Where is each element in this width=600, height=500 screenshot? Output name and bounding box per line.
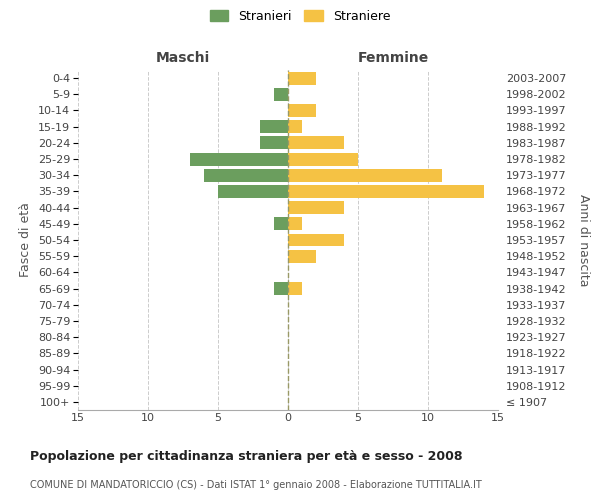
Legend: Stranieri, Straniere: Stranieri, Straniere — [206, 6, 394, 26]
Text: Maschi: Maschi — [156, 51, 210, 65]
Bar — [288, 234, 344, 246]
Text: Femmine: Femmine — [358, 51, 428, 65]
Bar — [288, 201, 344, 214]
Bar — [274, 218, 288, 230]
Bar — [288, 250, 316, 262]
Bar — [288, 169, 442, 181]
Y-axis label: Anni di nascita: Anni di nascita — [577, 194, 590, 286]
Bar — [274, 88, 288, 101]
Bar — [288, 185, 484, 198]
Bar — [288, 136, 344, 149]
Bar — [274, 282, 288, 295]
Bar — [218, 185, 288, 198]
Bar — [204, 169, 288, 181]
Text: COMUNE DI MANDATORICCIO (CS) - Dati ISTAT 1° gennaio 2008 - Elaborazione TUTTITA: COMUNE DI MANDATORICCIO (CS) - Dati ISTA… — [30, 480, 482, 490]
Bar — [288, 104, 316, 117]
Bar — [190, 152, 288, 166]
Y-axis label: Fasce di età: Fasce di età — [19, 202, 32, 278]
Bar — [288, 120, 302, 133]
Bar — [288, 282, 302, 295]
Bar — [260, 136, 288, 149]
Bar — [260, 120, 288, 133]
Text: Popolazione per cittadinanza straniera per età e sesso - 2008: Popolazione per cittadinanza straniera p… — [30, 450, 463, 463]
Bar — [288, 152, 358, 166]
Bar — [288, 218, 302, 230]
Bar — [288, 72, 316, 85]
